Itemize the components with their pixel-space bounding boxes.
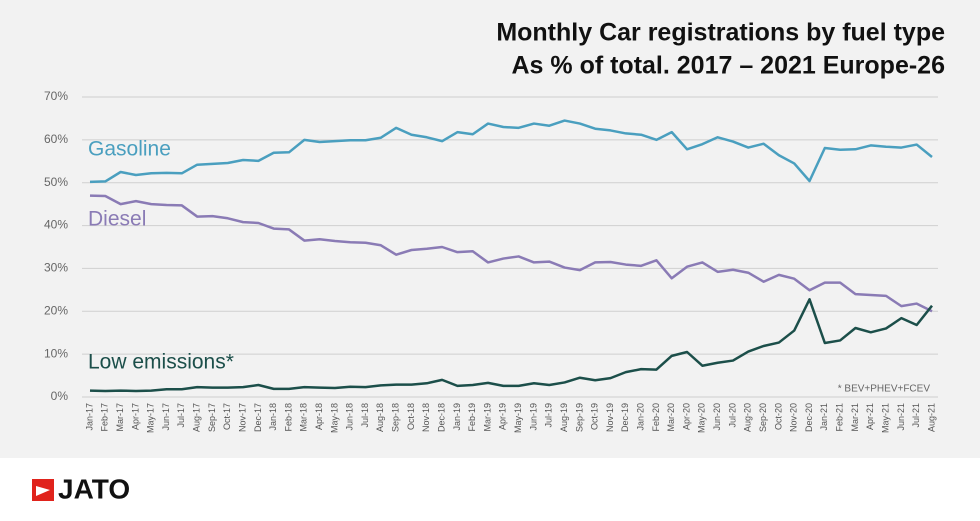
chart-title: Monthly Car registrations by fuel type [496,19,945,47]
y-tick-label: 10% [44,346,68,360]
x-tick-label: Mar-19 [482,403,492,432]
x-tick-label: May-20 [697,403,707,433]
x-tick-label: Aug-19 [559,403,569,432]
x-tick-label: Jun-21 [896,403,906,431]
x-tick-label: Apr-18 [314,403,324,430]
logo-text: JATO [58,473,130,504]
x-tick-label: Apr-21 [865,403,875,430]
x-tick-label: Dec-20 [804,403,814,432]
x-tick-label: Dec-19 [620,403,630,432]
x-tick-label: Feb-17 [100,403,110,432]
x-tick-label: Dec-17 [253,403,263,432]
x-tick-label: Sep-17 [207,403,217,432]
x-tick-label: Jun-18 [345,403,355,431]
x-tick-label: Nov-17 [237,403,247,432]
x-tick-label: Apr-19 [498,403,508,430]
chart-background [0,0,980,458]
x-tick-label: Mar-17 [115,403,125,432]
x-tick-label: Jul-17 [176,403,186,428]
x-tick-label: Aug-21 [926,403,936,432]
y-tick-label: 40% [44,218,68,232]
x-tick-label: Feb-21 [835,403,845,432]
x-tick-label: Jun-17 [161,403,171,431]
x-tick-label: Sep-19 [574,403,584,432]
y-tick-label: 60% [44,132,68,146]
x-tick-label: Apr-20 [681,403,691,430]
x-tick-label: Aug-20 [743,403,753,432]
x-tick-label: Nov-18 [421,403,431,432]
x-tick-label: Jun-20 [712,403,722,431]
chart-subtitle: As % of total. 2017 – 2021 Europe-26 [511,52,945,80]
x-tick-label: Jan-21 [819,403,829,431]
x-tick-label: Dec-18 [436,403,446,432]
x-tick-label: Jul-19 [544,403,554,428]
series-line [89,194,933,313]
y-tick-label: 0% [51,389,69,403]
x-tick-label: Nov-19 [605,403,615,432]
x-tick-label: Nov-20 [789,403,799,432]
x-tick-label: Mar-20 [666,403,676,432]
x-tick-label: Oct-17 [222,403,232,430]
x-tick-label: Mar-21 [850,403,860,432]
x-tick-label: Sep-18 [391,403,401,432]
x-tick-label: Jul-18 [360,403,370,428]
x-tick-label: May-21 [880,403,890,433]
series-label: Low emissions* [88,351,234,374]
x-tick-label: Jun-19 [528,403,538,431]
x-tick-label: Aug-18 [375,403,385,432]
x-tick-label: May-17 [146,403,156,433]
x-tick-label: Aug-17 [192,403,202,432]
y-tick-label: 30% [44,261,68,275]
x-tick-label: Apr-17 [130,403,140,430]
x-tick-label: Feb-18 [283,403,293,432]
x-tick-label: Jan-18 [268,403,278,431]
x-tick-label: Feb-19 [467,403,477,432]
y-tick-label: 20% [44,303,68,317]
x-tick-label: Mar-18 [299,403,309,432]
logo: JATO [32,473,130,504]
x-tick-label: Oct-19 [590,403,600,430]
series-line [89,119,933,184]
series-label: Diesel [88,208,146,231]
x-tick-label: Oct-18 [406,403,416,430]
x-tick-label: May-18 [329,403,339,433]
series-line [89,298,933,393]
x-tick-label: May-19 [513,403,523,433]
x-tick-label: Feb-20 [651,403,661,432]
annotation: * BEV+PHEV+FCEV [838,384,931,395]
x-tick-label: Jul-21 [911,403,921,428]
x-tick-label: Oct-20 [773,403,783,430]
y-tick-label: 70% [44,89,68,103]
x-tick-label: Jan-20 [636,403,646,431]
x-tick-label: Jul-20 [727,403,737,428]
x-tick-label: Jan-17 [84,403,94,431]
logo-mark [36,486,50,496]
y-tick-label: 50% [44,175,68,189]
x-tick-label: Sep-20 [758,403,768,432]
x-tick-label: Jan-19 [452,403,462,431]
series-label: Gasoline [88,138,171,161]
